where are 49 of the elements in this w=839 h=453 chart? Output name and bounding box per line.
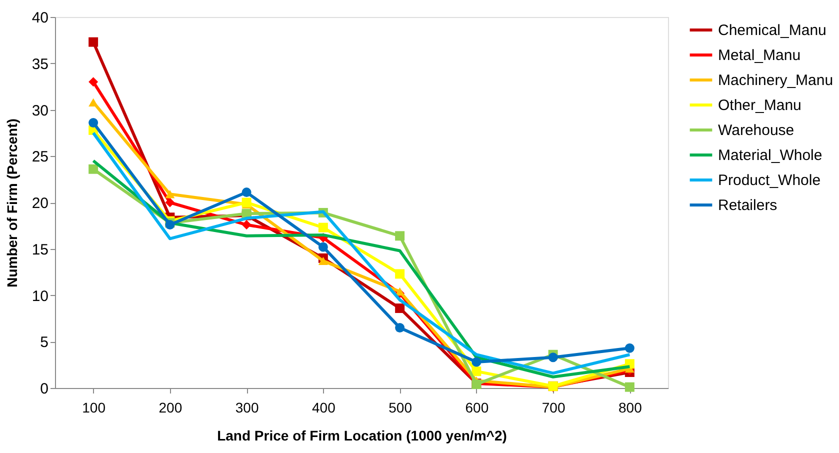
legend-label: Metal_Manu xyxy=(718,47,801,64)
legend-label: Product_Whole xyxy=(718,172,821,189)
y-tick-label: 5 xyxy=(40,334,48,352)
y-tick-label: 0 xyxy=(40,380,48,398)
point xyxy=(395,303,405,313)
x-tick-label: 800 xyxy=(618,400,642,416)
point xyxy=(88,37,98,47)
point xyxy=(318,222,328,232)
point xyxy=(548,352,558,362)
point xyxy=(624,343,634,353)
x-tick-label: 100 xyxy=(82,400,106,416)
legend-label: Retailers xyxy=(718,197,778,214)
legend-label: Material_Whole xyxy=(718,147,822,164)
point xyxy=(395,322,405,332)
point xyxy=(395,269,405,279)
y-tick-label: 35 xyxy=(32,56,48,73)
legend-label: Warehouse xyxy=(718,122,794,139)
y-tick-label: 40 xyxy=(32,10,48,26)
x-tick-label: 200 xyxy=(158,400,182,416)
point xyxy=(242,220,252,230)
point xyxy=(318,256,328,266)
y-tick-label: 20 xyxy=(32,195,48,212)
point xyxy=(88,98,98,106)
point xyxy=(88,118,98,128)
y-axis-title: Number of Firm (Percent) xyxy=(4,118,20,288)
x-tick-label: 700 xyxy=(542,400,566,416)
legend-label: Other_Manu xyxy=(718,97,802,114)
point xyxy=(242,198,252,208)
y-tick-label: 15 xyxy=(32,241,48,258)
x-tick-label: 300 xyxy=(235,400,259,416)
point xyxy=(472,366,482,376)
point xyxy=(242,188,252,198)
x-tick-label: 500 xyxy=(388,400,412,416)
point xyxy=(624,382,634,392)
point xyxy=(318,242,328,252)
point xyxy=(88,164,98,174)
point xyxy=(165,190,175,198)
point xyxy=(472,357,482,367)
x-tick-label: 600 xyxy=(465,400,489,416)
y-tick-label: 30 xyxy=(32,102,48,120)
legend-label: Machinery_Manu xyxy=(718,72,834,89)
legend-label: Chemical_Manu xyxy=(718,22,826,39)
x-axis-title: Land Price of Firm Location (1000 yen/m^2) xyxy=(217,428,507,444)
x-tick-label: 400 xyxy=(312,400,336,416)
y-tick-label: 25 xyxy=(32,148,48,166)
point xyxy=(165,198,175,208)
point xyxy=(395,231,405,241)
y-tick-label: 10 xyxy=(32,288,48,305)
point xyxy=(88,77,98,87)
